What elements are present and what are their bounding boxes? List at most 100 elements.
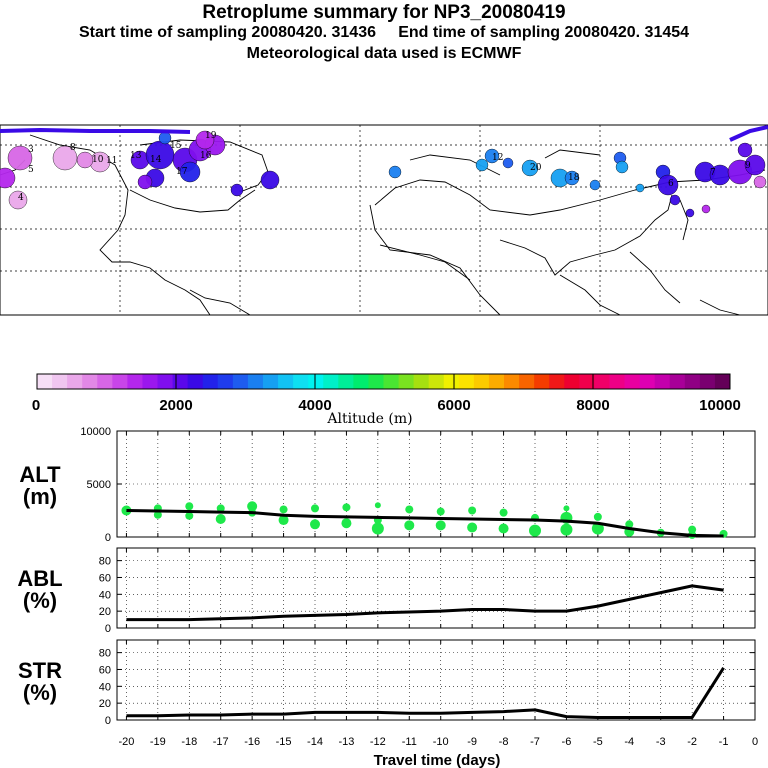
altitude-scatter-point xyxy=(499,508,508,517)
x-tick-label: -4 xyxy=(624,736,634,748)
plume-cluster-marker xyxy=(589,179,601,191)
colorbar-swatch xyxy=(368,374,384,389)
colorbar-swatch xyxy=(458,374,475,389)
panel-abl: 0 20 40 60 80 ABL(%) xyxy=(17,547,756,635)
plume-cluster-marker xyxy=(635,183,645,193)
map-cluster-label: 18 xyxy=(568,173,580,183)
colorbar-swatch xyxy=(639,374,656,389)
colorbar-swatch xyxy=(278,374,294,389)
colorbar-swatch xyxy=(127,374,143,389)
map-cluster-label: 14 xyxy=(150,155,162,165)
y-tick-label: 0 xyxy=(105,532,111,544)
colorbar-swatch xyxy=(232,374,249,389)
x-tick-label: -13 xyxy=(338,736,354,748)
altitude-scatter-point xyxy=(404,520,415,531)
colorbar-tick-label: 4000 xyxy=(298,397,331,414)
colorbar-swatch xyxy=(669,374,686,389)
y-tick-label: 60 xyxy=(99,572,111,584)
colorbar-tick-label: 0 xyxy=(32,397,40,414)
x-axis-label: Travel time (days) xyxy=(374,752,501,768)
plume-cluster-marker xyxy=(475,158,489,172)
colorbar-tick-label: 6000 xyxy=(437,397,470,414)
colorbar-swatch xyxy=(67,374,83,389)
colorbar-swatch xyxy=(82,374,98,389)
x-tick-label: -11 xyxy=(402,736,417,748)
colorbar-tick-label: 10000 xyxy=(699,397,741,414)
colorbar-swatch xyxy=(247,374,264,389)
colorbar-swatch xyxy=(262,374,279,389)
x-tick-label: -14 xyxy=(307,736,323,748)
y-tick-label: 40 xyxy=(99,589,111,601)
panel-ylabel: (%) xyxy=(23,588,57,613)
plume-clusters: 3 8 10 11 13 14 5 4 15 16 17 19 12 20 18 6 7 9 xyxy=(0,130,767,218)
time-series-panels: 0500010000ALT(m)020406080ABL(%)020406080… xyxy=(17,426,758,768)
plume-cluster-marker xyxy=(737,142,753,158)
panel-frame xyxy=(116,430,756,538)
colorbar-swatch xyxy=(112,374,128,389)
altitude-scatter-point xyxy=(435,520,446,531)
panel-ylabel: (%) xyxy=(23,680,57,705)
altitude-scatter-point xyxy=(278,515,289,526)
plume-cluster-marker xyxy=(179,161,201,183)
y-tick-label: 40 xyxy=(99,681,111,693)
panel-frame xyxy=(116,547,756,629)
plume-cluster-marker xyxy=(137,174,153,190)
x-tick-label: -10 xyxy=(433,736,449,748)
altitude-scatter-point xyxy=(374,502,381,509)
map-cluster-label: 17 xyxy=(176,167,188,177)
sampling-time-subtitle: Start time of sampling 20080420. 31436 E… xyxy=(0,24,768,42)
x-tick-label: -7 xyxy=(530,736,540,748)
map-cluster-label: 19 xyxy=(205,131,217,141)
plume-cluster-marker xyxy=(744,154,766,176)
colorbar-swatch xyxy=(519,374,535,389)
x-tick-label: -3 xyxy=(656,736,666,748)
met-data-subtitle: Meteorological data used is ECMWF xyxy=(246,45,522,62)
altitude-colorbar: 0 2000 4000 6000 8000 10000 xyxy=(32,373,741,414)
plume-cluster-marker xyxy=(484,148,500,164)
plume-cluster-marker xyxy=(52,145,78,171)
y-tick-label: 20 xyxy=(99,606,111,618)
colorbar-swatch xyxy=(699,374,716,389)
panel-ylabel: STR xyxy=(18,658,62,683)
colorbar-swatch xyxy=(594,374,610,389)
map-cluster-label: 5 xyxy=(28,165,34,175)
colorbar-tick-label: 2000 xyxy=(159,397,192,414)
x-tick-label: -8 xyxy=(499,736,509,748)
map-cluster-label: 15 xyxy=(170,141,182,151)
map-cluster-label: 12 xyxy=(492,153,503,163)
colorbar-swatch xyxy=(52,374,68,389)
plume-cluster-marker xyxy=(753,175,767,189)
panel-ylabel: (m) xyxy=(23,484,57,509)
x-tick-label: -9 xyxy=(467,736,477,748)
y-tick-label: 60 xyxy=(99,664,111,676)
trajectory-north-left xyxy=(0,127,191,134)
x-tick-label: -1 xyxy=(719,736,729,748)
altitude-scatter-point xyxy=(310,519,320,530)
x-tick-label: -19 xyxy=(150,736,166,748)
x-tick-label: -18 xyxy=(181,736,197,748)
end-time-label: End time of sampling 20080420. 31454 xyxy=(398,24,690,41)
colorbar-swatch xyxy=(579,374,595,389)
y-tick-label: 10000 xyxy=(80,426,111,438)
altitude-scatter-point xyxy=(529,524,541,537)
altitude-scatter-point xyxy=(216,504,225,513)
colorbar-swatch xyxy=(654,374,671,389)
y-tick-label: 5000 xyxy=(87,479,111,491)
plume-cluster-marker xyxy=(260,170,280,190)
colorbar-swatch xyxy=(534,374,550,389)
x-tick-label: -20 xyxy=(118,736,134,748)
altitude-scatter-point xyxy=(467,522,478,533)
colorbar-swatch xyxy=(172,374,189,389)
y-tick-label: 80 xyxy=(99,556,111,568)
start-time-label: Start time of sampling 20080420. 31436 xyxy=(78,24,376,41)
x-tick-label: -16 xyxy=(244,736,260,748)
altitude-scatter-point xyxy=(625,520,634,529)
map-cluster-label: 13 xyxy=(130,151,142,161)
colorbar-swatch xyxy=(383,374,400,389)
altitude-scatter-point xyxy=(185,502,194,511)
map-cluster-label: 4 xyxy=(18,193,24,203)
altitude-scatter-point xyxy=(279,505,288,514)
plume-cluster-marker xyxy=(615,160,629,174)
plume-cluster-marker xyxy=(388,165,402,179)
plume-cluster-marker xyxy=(502,157,514,169)
